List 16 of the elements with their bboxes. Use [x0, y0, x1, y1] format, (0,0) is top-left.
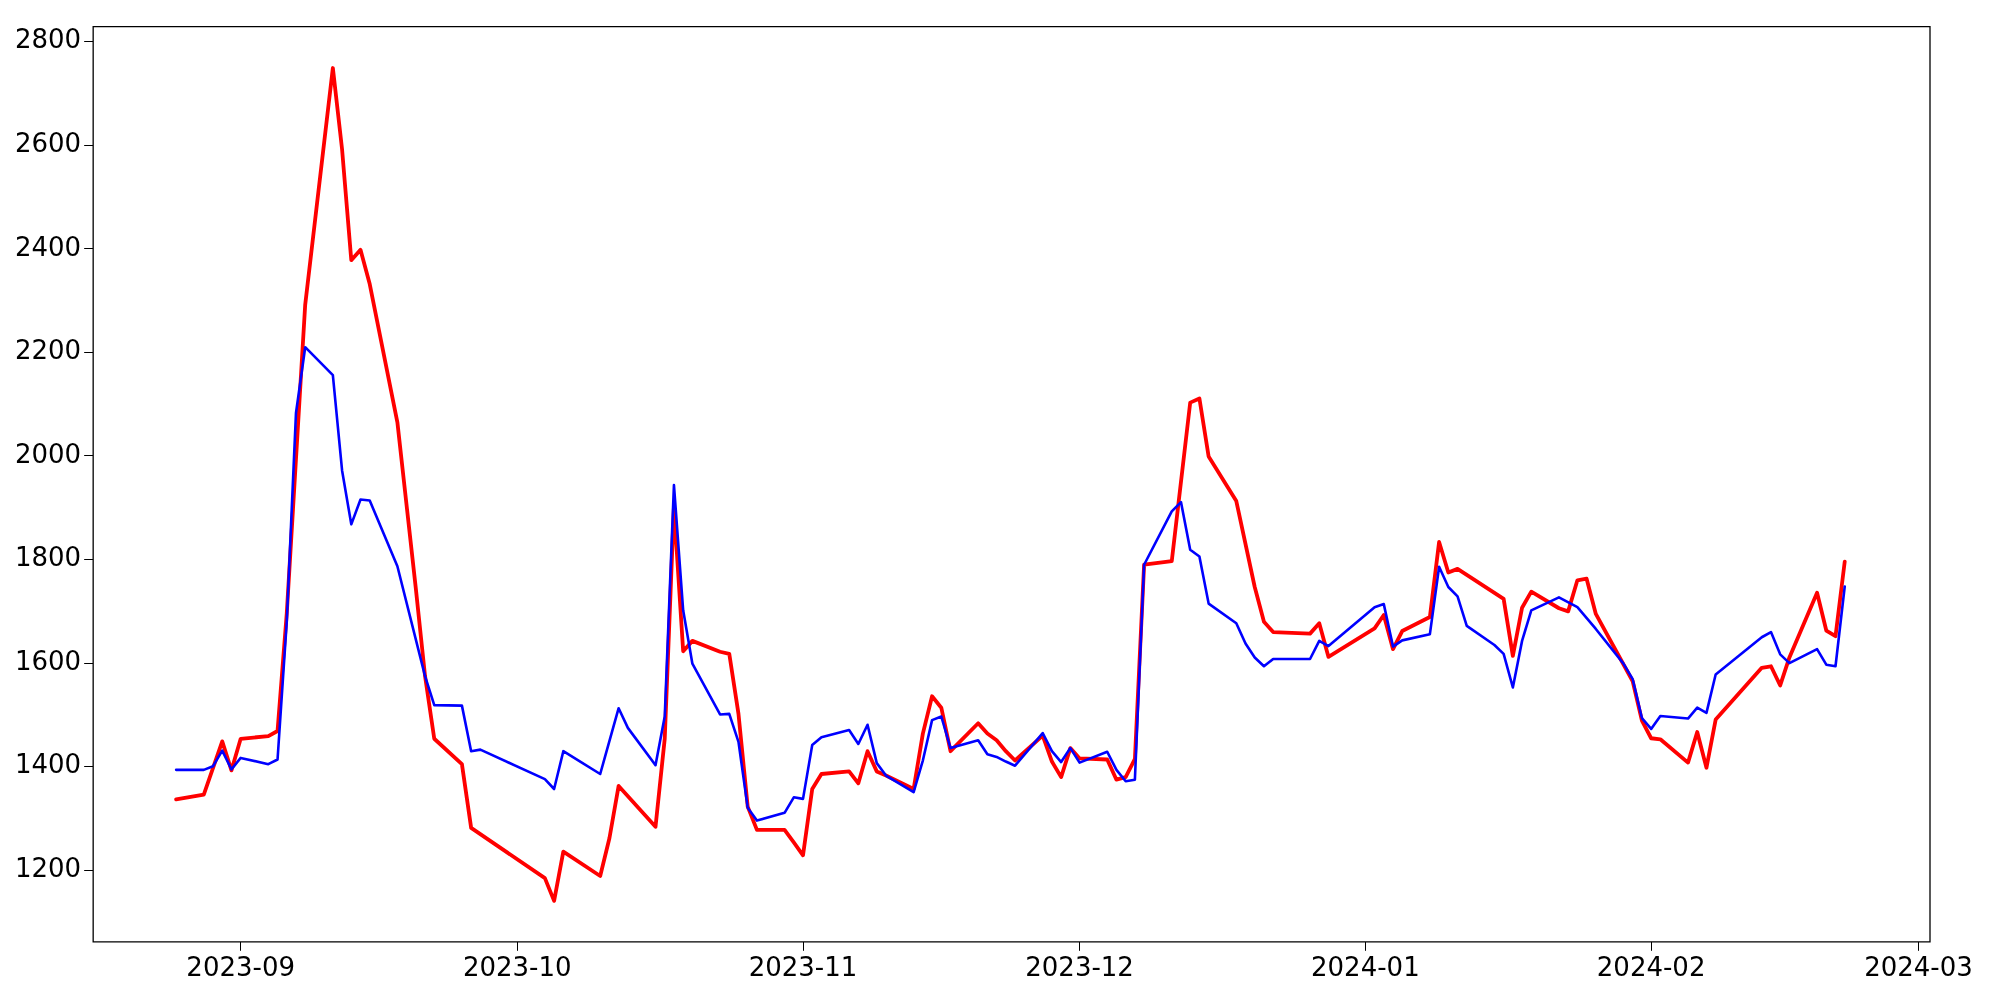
- y-tick-label: 1600: [15, 645, 82, 676]
- x-tick-label: 2024-03: [1864, 952, 1973, 983]
- x-tick-label: 2023-12: [1025, 952, 1134, 983]
- x-tick-label: 2023-11: [748, 952, 858, 983]
- x-tick-label: 2024-02: [1596, 952, 1706, 983]
- y-tick-label: 2200: [15, 335, 82, 366]
- y-tick-label: 1800: [15, 542, 82, 573]
- x-tick-label: 2023-10: [462, 952, 572, 983]
- y-tick-label: 2600: [15, 127, 82, 158]
- y-tick-label: 2800: [15, 24, 82, 55]
- y-tick-label: 1200: [15, 853, 82, 884]
- x-tick-label: 2023-09: [186, 952, 295, 983]
- x-tick-label: 2024-01: [1311, 952, 1420, 983]
- y-tick-label: 2000: [15, 438, 82, 469]
- y-tick-label: 2400: [15, 231, 82, 262]
- y-tick-label: 1400: [15, 749, 82, 780]
